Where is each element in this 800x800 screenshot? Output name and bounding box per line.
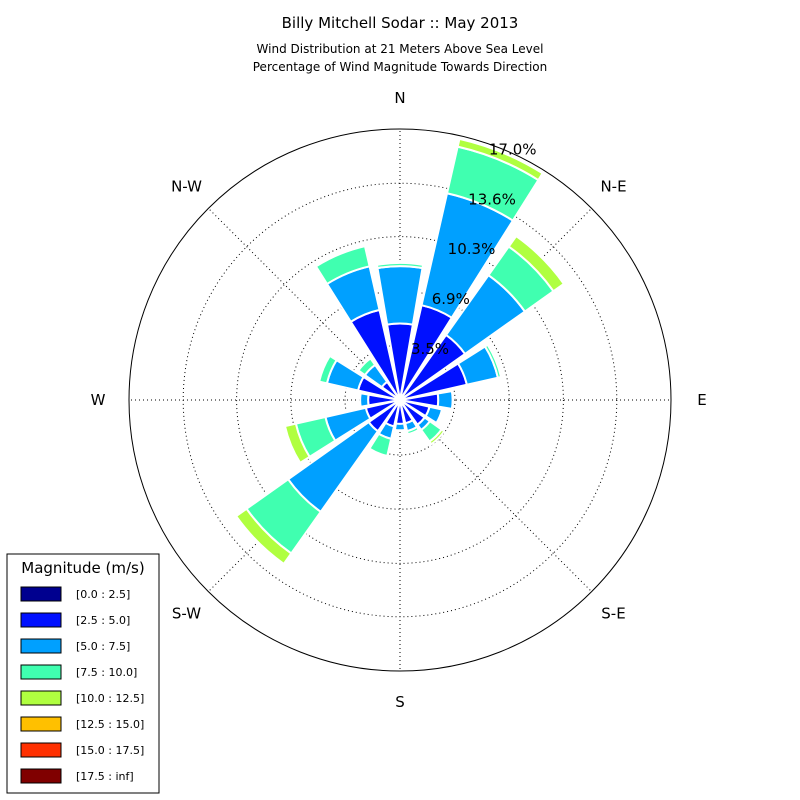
legend-title: Magnitude (m/s)	[21, 559, 144, 577]
direction-label: N-W	[171, 178, 202, 196]
direction-label: W	[91, 391, 106, 409]
legend-swatch	[20, 664, 62, 680]
legend-swatch	[20, 612, 62, 628]
ring-label: 6.9%	[432, 290, 470, 308]
wind-bar-segment	[356, 356, 377, 377]
wind-bar-segment	[375, 261, 425, 270]
direction-label: S-W	[172, 605, 201, 623]
ring-label: 3.5%	[411, 340, 449, 358]
legend-swatch	[20, 742, 62, 758]
legend-swatch	[20, 768, 62, 784]
polar-labels: N N-E E S-E S S-W W N-W 3.5% 6.9% 10.3% 13.6% 17.0%	[91, 89, 707, 711]
legend-items: [0.0 : 2.5] [2.5 : 5.0] [5.0 : 7.5] [7.5 : …	[20, 586, 144, 784]
wind-bar-segment	[405, 425, 421, 436]
grid-ring	[236, 236, 564, 564]
wind-bar-segment	[424, 405, 444, 425]
wind-bar-segment	[456, 137, 544, 182]
legend-label: [7.5 : 10.0]	[76, 666, 137, 679]
chart-subtitle-line-1: Wind Distribution at 21 Meters Above Sea…	[257, 42, 544, 56]
legend-swatch	[20, 586, 62, 602]
legend-swatch	[20, 716, 62, 732]
legend-label: [12.5 : 15.0]	[76, 718, 144, 731]
ring-label: 13.6%	[468, 191, 516, 209]
legend-label: [10.0 : 12.5]	[76, 692, 144, 705]
legend-label: [17.5 : inf]	[76, 770, 134, 783]
wind-bar-segment	[507, 234, 566, 293]
chart-title: Billy Mitchell Sodar :: May 2013	[282, 14, 519, 32]
ring-label: 10.3%	[448, 240, 496, 258]
legend-label: [0.0 : 2.5]	[76, 588, 130, 601]
direction-label: S-E	[601, 605, 625, 623]
ring-label: 17.0%	[489, 141, 537, 159]
grid-ring	[344, 344, 456, 456]
legend: Magnitude (m/s) [0.0 : 2.5] [2.5 : 5.0] [5…	[6, 553, 160, 794]
legend-swatch	[20, 638, 62, 654]
wind-bar-segment	[483, 343, 503, 379]
wind-bar-segment	[359, 392, 370, 408]
direction-label: E	[697, 391, 706, 409]
chart-subtitle-line-2: Percentage of Wind Magnitude Towards Dir…	[253, 60, 547, 74]
legend-label: [2.5 : 5.0]	[76, 614, 130, 627]
wind-bar-segment	[283, 422, 311, 465]
wind-bar-segment	[436, 390, 454, 410]
wind-bar-segment	[376, 265, 424, 326]
direction-label: N-E	[600, 178, 626, 196]
legend-label: [5.0 : 7.5]	[76, 640, 130, 653]
wind-bar-segment	[317, 354, 338, 385]
wind-bars	[234, 137, 566, 566]
legend-swatch	[20, 690, 62, 706]
polar-grid	[128, 128, 672, 672]
legend-label: [15.0 : 17.5]	[76, 744, 144, 757]
wind-bar-segment	[393, 422, 407, 432]
direction-label: N	[394, 89, 405, 107]
wind-bar-segment	[368, 432, 393, 458]
wind-bar-segment	[234, 507, 293, 566]
wind-bar-segment	[428, 428, 446, 446]
grid-ring	[128, 128, 672, 672]
wind-bar-segment	[314, 244, 371, 286]
direction-label: S	[395, 693, 405, 711]
